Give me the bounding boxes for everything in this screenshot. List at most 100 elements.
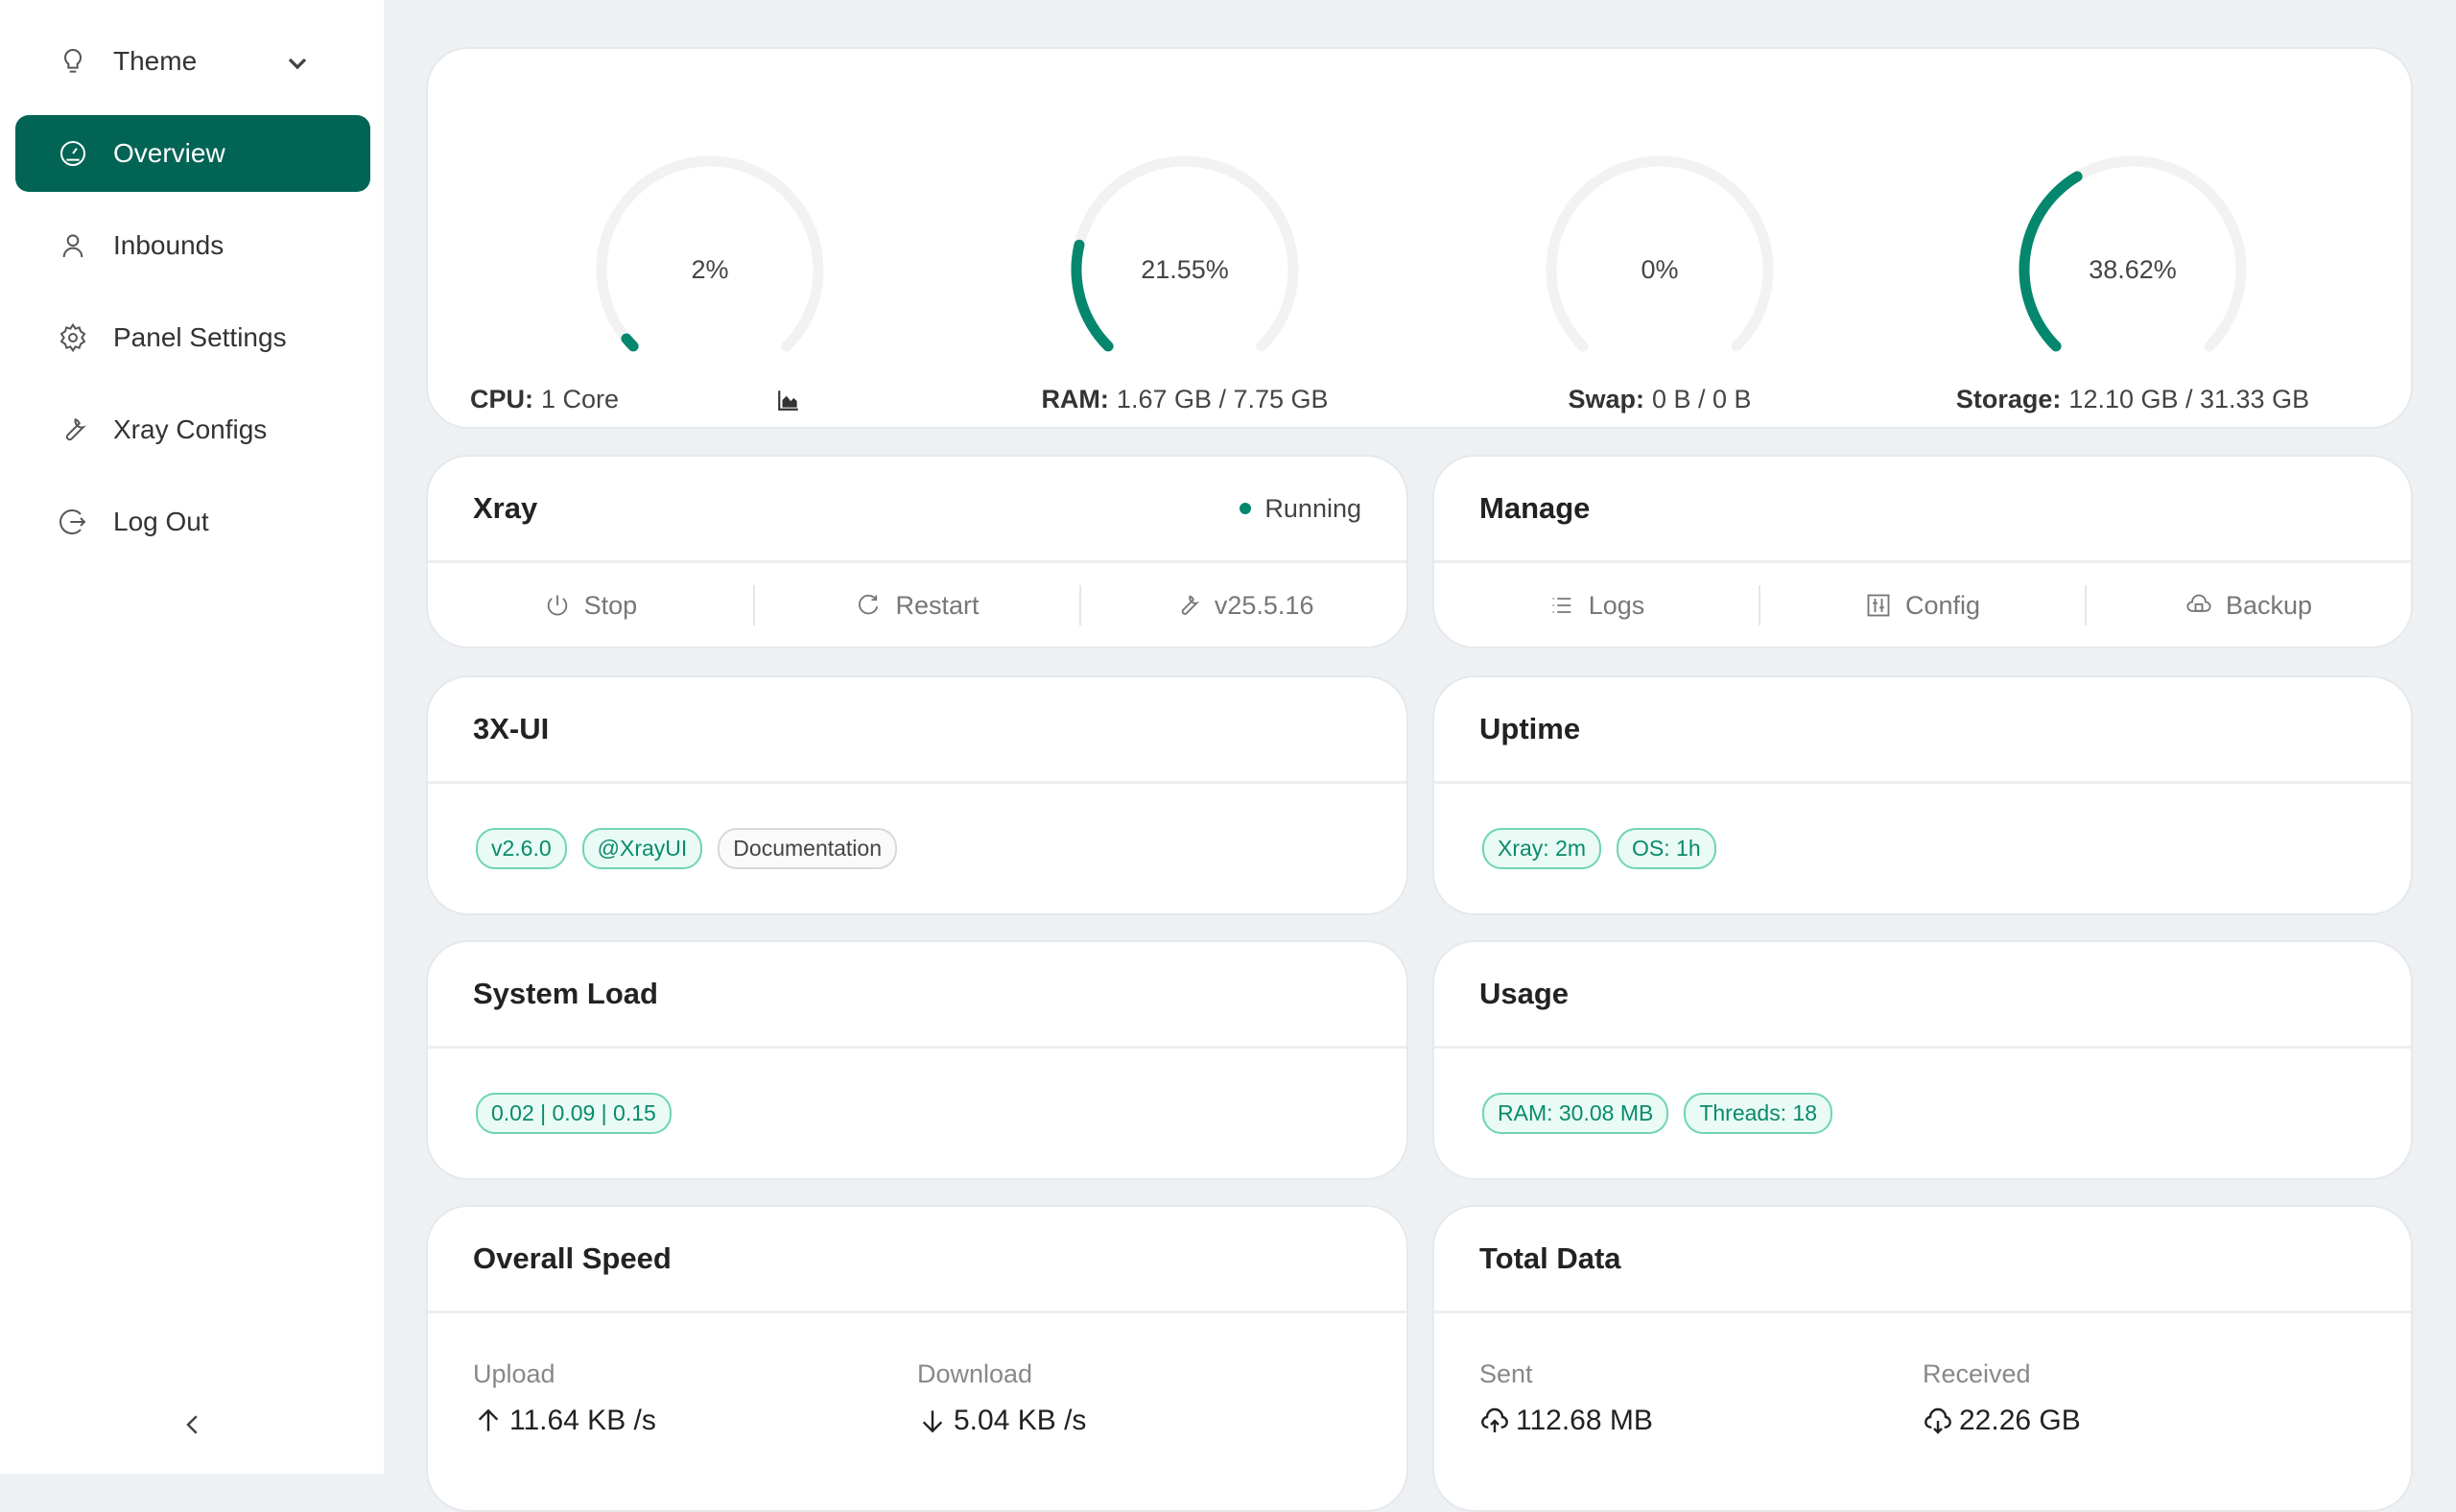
uptime-card: Uptime Xray: 2m OS: 1h [1432,675,2413,915]
gauge-label: Storage: 12.10 GB / 31.33 GB [1893,385,2373,414]
stop-label: Stop [583,590,638,620]
received-value: 22.26 GB [1959,1405,2081,1436]
user-icon [62,234,83,258]
config-label: Config [1904,590,1981,620]
cloud-upload-icon [1481,1407,1508,1432]
download-value: 5.04 KB /s [954,1405,1087,1436]
restart-button[interactable]: Restart [755,585,1082,626]
upload-label: Upload [473,1359,555,1388]
logout-icon [59,509,86,534]
sidebar-item-label: Panel Settings [113,322,287,352]
upload-value: 11.64 KB /s [509,1405,656,1436]
backup-button[interactable]: Backup [2087,585,2411,626]
storage-gauge: 38.62% Storage: 12.10 GB / 31.33 GB [1893,145,2373,414]
gauge-fill [1071,155,1299,352]
arrow-down-icon [922,1410,943,1433]
gauge-label-key: RAM: [1041,385,1109,413]
sidebar-item-log-out[interactable]: Log Out [15,484,370,560]
gauge-fill [2019,155,2247,352]
threads-tag: Threads: 18 [1684,1093,1833,1134]
usage-card: Usage RAM: 30.08 MB Threads: 18 [1432,940,2413,1180]
theme-menu[interactable]: Theme [15,23,370,100]
gauge-label-detail: 12.10 GB / 31.33 GB [2068,385,2310,413]
ram-usage-tag: RAM: 30.08 MB [1482,1093,1669,1134]
gauge-value: 2% [691,255,729,284]
cpu-gauge-arc [596,155,824,352]
backup-label: Backup [2225,590,2313,620]
gauge-label: Swap: 0 B / 0 B [1420,385,1900,414]
version-button[interactable]: v25.5.16 [1081,585,1406,626]
power-icon [547,595,567,616]
sidebar: Theme Overview Inbounds Panel Settings X… [0,0,384,1474]
logs-button[interactable]: Logs [1434,585,1760,626]
documentation-tag[interactable]: Documentation [718,828,897,869]
gauge-track [596,155,824,352]
received-label: Received [1923,1359,2031,1388]
gauge-label-detail: 1.67 GB / 7.75 GB [1116,385,1329,413]
sent-label: Sent [1479,1359,1533,1388]
gauge-label-detail: 0 B / 0 B [1651,385,1752,413]
chevron-down-icon [288,58,307,70]
version-label: v25.5.16 [1214,590,1314,620]
card-title: Uptime [1479,712,1581,745]
swap-gauge-arc [1546,155,1774,352]
manage-card: Manage Logs Config Backup [1432,455,2413,649]
card-title: Xray [473,491,538,525]
gauge-label-key: Storage: [1955,385,2062,413]
card-title: Usage [1479,977,1570,1010]
sidebar-item-panel-settings[interactable]: Panel Settings [15,299,370,376]
reload-icon [859,594,879,615]
gauge-label-key: CPU: [470,385,533,413]
download-label: Download [917,1359,1033,1388]
ram-gauge: 21.55% RAM: 1.67 GB / 7.75 GB [945,145,1425,414]
gauge-track [1546,155,1774,352]
load-tag: 0.02 | 0.09 | 0.15 [476,1093,672,1134]
sidebar-item-overview[interactable]: Overview [15,115,370,192]
list-icon [1552,598,1571,613]
stop-button[interactable]: Stop [428,585,755,626]
telegram-tag[interactable]: @XrayUI [581,828,703,869]
sidebar-item-xray-configs[interactable]: Xray Configs [15,391,370,468]
swap-gauge: 0% Swap: 0 B / 0 B [1420,145,1900,414]
os-uptime-tag: OS: 1h [1617,828,1716,869]
sidebar-item-label: Log Out [113,507,209,536]
collapse-sidebar-icon[interactable] [178,1410,207,1439]
status-badge: Running [1240,494,1361,524]
bulb-icon [64,48,82,73]
card-title: Overall Speed [473,1241,672,1275]
tool-icon [1181,595,1200,615]
area-chart-icon[interactable] [776,388,801,413]
restart-label: Restart [895,590,980,620]
tool-icon [65,418,86,441]
status-text: Running [1264,493,1361,523]
version-tag[interactable]: v2.6.0 [476,828,567,869]
sidebar-item-label: Overview [113,138,225,168]
arrow-up-icon [478,1408,499,1431]
dashboard-icon [60,141,85,166]
gauge-value: 38.62% [2089,255,2177,284]
config-button[interactable]: Config [1760,585,2087,626]
card-title: Manage [1479,491,1591,525]
system-load-card: System Load 0.02 | 0.09 | 0.15 [426,940,1408,1180]
xray-card: Xray Running Stop Restart v25.5.16 [426,455,1408,649]
storage-gauge-arc [2019,155,2247,352]
cloud-download-icon [1925,1407,1951,1434]
app-info-card: 3X-UI v2.6.0 @XrayUI Documentation [426,675,1408,915]
gauge-value: 0% [1641,255,1679,284]
status-dot [1240,503,1252,514]
gauge-value: 21.55% [1141,255,1229,284]
theme-label: Theme [113,46,198,76]
overall-speed-card: Overall Speed Upload 11.64 KB /s Downloa… [426,1205,1408,1512]
gauge-label-key: Swap: [1568,385,1644,413]
gauge-label: CPU: 1 Core [470,385,950,414]
sidebar-item-label: Xray Configs [113,414,268,444]
sent-value: 112.68 MB [1516,1405,1653,1436]
ram-gauge-arc [1071,155,1299,352]
card-title: Total Data [1479,1241,1621,1275]
total-data-card: Total Data Sent 112.68 MB Received 22.26… [1432,1205,2413,1512]
gauge-label: RAM: 1.67 GB / 7.75 GB [945,385,1425,414]
sidebar-item-label: Inbounds [113,230,224,260]
sidebar-item-inbounds[interactable]: Inbounds [15,207,370,284]
gear-icon [59,322,86,353]
sliders-icon [1867,594,1890,617]
